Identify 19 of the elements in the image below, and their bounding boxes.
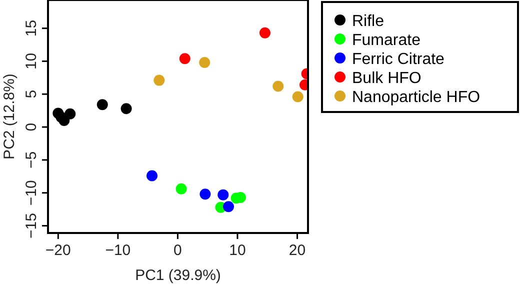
- y-tick-label: −15: [23, 213, 40, 238]
- x-tick-label: −20: [45, 242, 71, 259]
- y-tick-label: 10: [23, 52, 40, 70]
- legend-label: Ferric Citrate: [352, 51, 445, 68]
- legend-label: Fumarate: [352, 32, 421, 49]
- x-tick-label: 0: [174, 242, 182, 259]
- x-tick-label: 20: [288, 242, 306, 259]
- y-tick-label: −10: [23, 180, 40, 206]
- legend-label: Rifle: [352, 13, 384, 30]
- x-tick-label: 10: [229, 242, 246, 259]
- y-axis-title: PC2 (12.8%): [1, 74, 18, 160]
- x-axis-title: PC1 (39.9%): [135, 267, 221, 284]
- y-tick-label: 5: [23, 90, 40, 98]
- legend-label: Nanoparticle HFO: [352, 89, 480, 106]
- y-tick-label: 15: [23, 20, 40, 37]
- x-tick-label: −10: [105, 242, 131, 259]
- y-tick-label: 0: [23, 122, 40, 132]
- y-tick-label: −5: [23, 151, 40, 168]
- legend-label: Bulk HFO: [352, 70, 422, 87]
